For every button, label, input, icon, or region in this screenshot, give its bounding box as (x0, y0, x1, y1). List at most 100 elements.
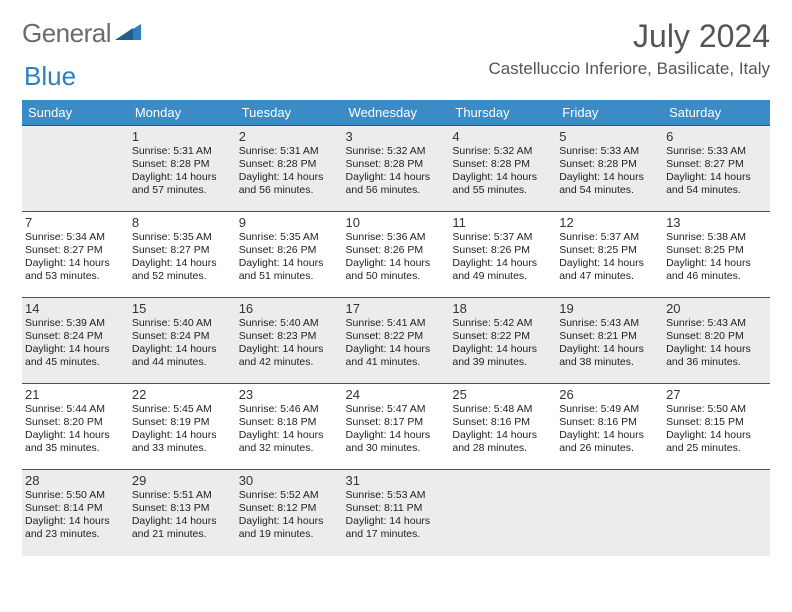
day-details: Sunrise: 5:33 AMSunset: 8:27 PMDaylight:… (666, 145, 767, 198)
week-row: 21Sunrise: 5:44 AMSunset: 8:20 PMDayligh… (22, 384, 770, 470)
day-number: 20 (666, 301, 767, 316)
sunset-line: Sunset: 8:27 PM (666, 158, 767, 171)
day-cell: 17Sunrise: 5:41 AMSunset: 8:22 PMDayligh… (343, 298, 450, 384)
day-cell: 29Sunrise: 5:51 AMSunset: 8:13 PMDayligh… (129, 470, 236, 556)
sunrise-line: Sunrise: 5:35 AM (132, 231, 233, 244)
day-number: 31 (346, 473, 447, 488)
day-details: Sunrise: 5:40 AMSunset: 8:24 PMDaylight:… (132, 317, 233, 370)
day-number: 30 (239, 473, 340, 488)
sunrise-line: Sunrise: 5:49 AM (559, 403, 660, 416)
day-number: 10 (346, 215, 447, 230)
day-cell: 3Sunrise: 5:32 AMSunset: 8:28 PMDaylight… (343, 126, 450, 212)
day-cell (663, 470, 770, 556)
sunrise-line: Sunrise: 5:48 AM (452, 403, 553, 416)
sunrise-line: Sunrise: 5:40 AM (132, 317, 233, 330)
sunset-line: Sunset: 8:22 PM (452, 330, 553, 343)
daylight-line: Daylight: 14 hours and 49 minutes. (452, 257, 553, 283)
day-number: 12 (559, 215, 660, 230)
calendar-head: Sunday Monday Tuesday Wednesday Thursday… (22, 100, 770, 126)
day-number: 22 (132, 387, 233, 402)
daylight-line: Daylight: 14 hours and 19 minutes. (239, 515, 340, 541)
dayhdr-tue: Tuesday (236, 100, 343, 126)
sunset-line: Sunset: 8:14 PM (25, 502, 126, 515)
day-number: 2 (239, 129, 340, 144)
day-number: 27 (666, 387, 767, 402)
day-cell: 26Sunrise: 5:49 AMSunset: 8:16 PMDayligh… (556, 384, 663, 470)
day-number: 17 (346, 301, 447, 316)
day-cell: 2Sunrise: 5:31 AMSunset: 8:28 PMDaylight… (236, 126, 343, 212)
day-details: Sunrise: 5:41 AMSunset: 8:22 PMDaylight:… (346, 317, 447, 370)
sunset-line: Sunset: 8:26 PM (346, 244, 447, 257)
sunset-line: Sunset: 8:15 PM (666, 416, 767, 429)
day-details: Sunrise: 5:33 AMSunset: 8:28 PMDaylight:… (559, 145, 660, 198)
day-number: 1 (132, 129, 233, 144)
day-cell: 12Sunrise: 5:37 AMSunset: 8:25 PMDayligh… (556, 212, 663, 298)
sunset-line: Sunset: 8:28 PM (132, 158, 233, 171)
daylight-line: Daylight: 14 hours and 53 minutes. (25, 257, 126, 283)
daylight-line: Daylight: 14 hours and 32 minutes. (239, 429, 340, 455)
sunrise-line: Sunrise: 5:42 AM (452, 317, 553, 330)
sunset-line: Sunset: 8:12 PM (239, 502, 340, 515)
daylight-line: Daylight: 14 hours and 45 minutes. (25, 343, 126, 369)
sunrise-line: Sunrise: 5:41 AM (346, 317, 447, 330)
day-number: 4 (452, 129, 553, 144)
day-cell: 20Sunrise: 5:43 AMSunset: 8:20 PMDayligh… (663, 298, 770, 384)
sunrise-line: Sunrise: 5:37 AM (452, 231, 553, 244)
daylight-line: Daylight: 14 hours and 56 minutes. (346, 171, 447, 197)
day-number: 19 (559, 301, 660, 316)
sunset-line: Sunset: 8:25 PM (666, 244, 767, 257)
daylight-line: Daylight: 14 hours and 41 minutes. (346, 343, 447, 369)
sunset-line: Sunset: 8:18 PM (239, 416, 340, 429)
day-number: 6 (666, 129, 767, 144)
sunset-line: Sunset: 8:26 PM (239, 244, 340, 257)
sunrise-line: Sunrise: 5:37 AM (559, 231, 660, 244)
sunrise-line: Sunrise: 5:32 AM (346, 145, 447, 158)
day-cell: 28Sunrise: 5:50 AMSunset: 8:14 PMDayligh… (22, 470, 129, 556)
sunset-line: Sunset: 8:28 PM (452, 158, 553, 171)
day-number: 14 (25, 301, 126, 316)
day-cell: 18Sunrise: 5:42 AMSunset: 8:22 PMDayligh… (449, 298, 556, 384)
daylight-line: Daylight: 14 hours and 21 minutes. (132, 515, 233, 541)
dayhdr-wed: Wednesday (343, 100, 450, 126)
sunset-line: Sunset: 8:21 PM (559, 330, 660, 343)
day-cell: 14Sunrise: 5:39 AMSunset: 8:24 PMDayligh… (22, 298, 129, 384)
daylight-line: Daylight: 14 hours and 26 minutes. (559, 429, 660, 455)
day-cell: 10Sunrise: 5:36 AMSunset: 8:26 PMDayligh… (343, 212, 450, 298)
sunset-line: Sunset: 8:27 PM (132, 244, 233, 257)
sunset-line: Sunset: 8:26 PM (452, 244, 553, 257)
sunset-line: Sunset: 8:24 PM (25, 330, 126, 343)
day-details: Sunrise: 5:51 AMSunset: 8:13 PMDaylight:… (132, 489, 233, 542)
day-number: 23 (239, 387, 340, 402)
calendar-body: 1Sunrise: 5:31 AMSunset: 8:28 PMDaylight… (22, 126, 770, 556)
daylight-line: Daylight: 14 hours and 39 minutes. (452, 343, 553, 369)
sunset-line: Sunset: 8:17 PM (346, 416, 447, 429)
sunrise-line: Sunrise: 5:31 AM (132, 145, 233, 158)
sunrise-line: Sunrise: 5:33 AM (666, 145, 767, 158)
sunrise-line: Sunrise: 5:34 AM (25, 231, 126, 244)
sunrise-line: Sunrise: 5:43 AM (559, 317, 660, 330)
daylight-line: Daylight: 14 hours and 54 minutes. (666, 171, 767, 197)
daylight-line: Daylight: 14 hours and 44 minutes. (132, 343, 233, 369)
sunset-line: Sunset: 8:19 PM (132, 416, 233, 429)
sunrise-line: Sunrise: 5:52 AM (239, 489, 340, 502)
sunset-line: Sunset: 8:16 PM (559, 416, 660, 429)
day-number: 25 (452, 387, 553, 402)
sunrise-line: Sunrise: 5:40 AM (239, 317, 340, 330)
day-details: Sunrise: 5:32 AMSunset: 8:28 PMDaylight:… (346, 145, 447, 198)
day-cell: 21Sunrise: 5:44 AMSunset: 8:20 PMDayligh… (22, 384, 129, 470)
day-cell: 30Sunrise: 5:52 AMSunset: 8:12 PMDayligh… (236, 470, 343, 556)
day-details: Sunrise: 5:43 AMSunset: 8:21 PMDaylight:… (559, 317, 660, 370)
sunset-line: Sunset: 8:20 PM (25, 416, 126, 429)
sunset-line: Sunset: 8:28 PM (559, 158, 660, 171)
day-details: Sunrise: 5:32 AMSunset: 8:28 PMDaylight:… (452, 145, 553, 198)
calendar-page: General July 2024 Castelluccio Inferiore… (0, 0, 792, 612)
day-cell: 4Sunrise: 5:32 AMSunset: 8:28 PMDaylight… (449, 126, 556, 212)
daylight-line: Daylight: 14 hours and 30 minutes. (346, 429, 447, 455)
day-number: 13 (666, 215, 767, 230)
day-details: Sunrise: 5:47 AMSunset: 8:17 PMDaylight:… (346, 403, 447, 456)
day-details: Sunrise: 5:31 AMSunset: 8:28 PMDaylight:… (132, 145, 233, 198)
day-number: 11 (452, 215, 553, 230)
day-cell: 7Sunrise: 5:34 AMSunset: 8:27 PMDaylight… (22, 212, 129, 298)
sunrise-line: Sunrise: 5:46 AM (239, 403, 340, 416)
sunset-line: Sunset: 8:27 PM (25, 244, 126, 257)
